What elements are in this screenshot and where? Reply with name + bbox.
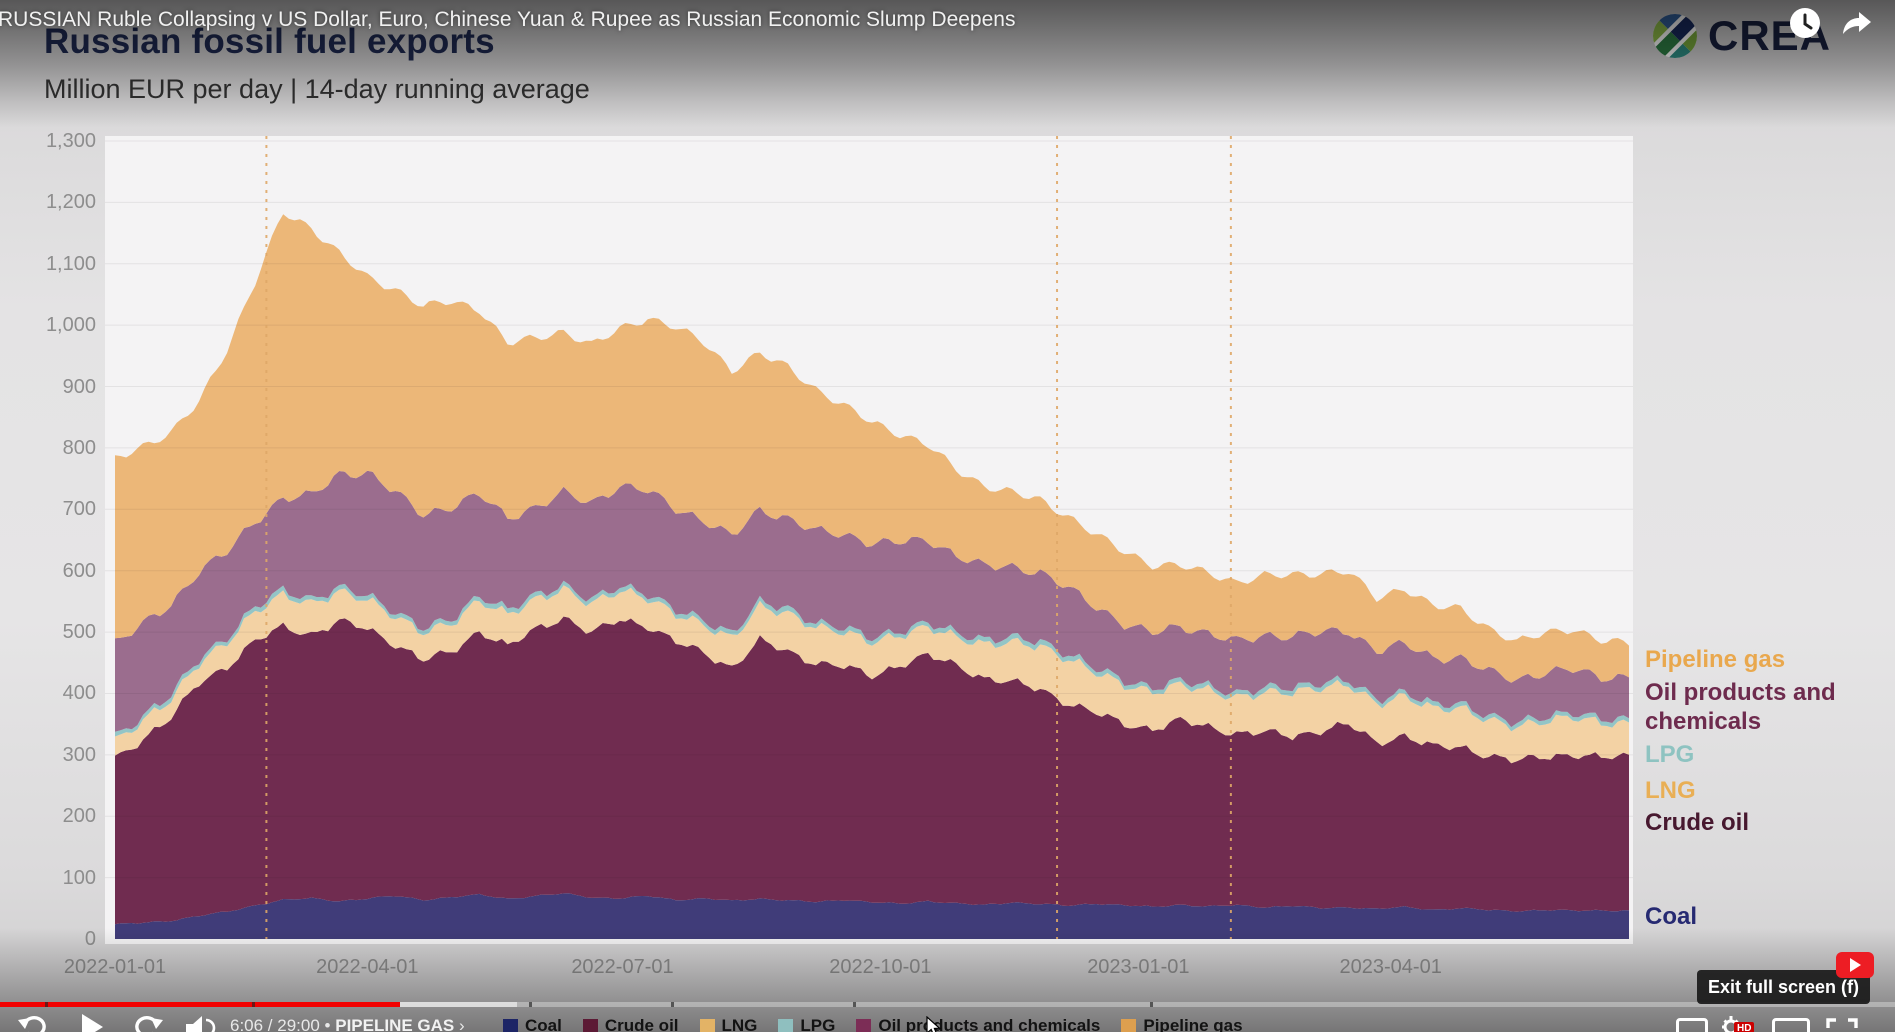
progress-played [0,1002,400,1007]
video-legend-item-oil-products-and-chemicals: Oil products and chemicals [856,1016,1100,1032]
clock-icon [1790,8,1820,38]
time-and-chapter: 6:06 / 29:00 • PIPELINE GAS › [230,1016,465,1032]
video-legend-item-coal: Coal [503,1016,562,1032]
legend-item-lpg: LPG [1645,741,1695,768]
legend-swatch [1121,1018,1137,1032]
legend-item-pipeline-gas: Pipeline gas [1645,646,1786,673]
play-button[interactable] [78,1012,106,1032]
video-legend-item-pipeline-gas: Pipeline gas [1121,1016,1243,1032]
y-tick-label: 1,100 [45,252,96,275]
y-tick-label: 1,300 [45,130,96,152]
chapter-gap [852,1002,856,1007]
chapter-label[interactable]: PIPELINE GAS [335,1016,455,1032]
y-tick-label: 900 [62,375,96,398]
y-tick-label: 300 [62,743,96,766]
legend-item-oil-products-and-chemicals: Oil products and chemicals [1645,679,1836,735]
y-tick-label: 400 [62,682,96,705]
chapter-gap [45,1002,49,1007]
chapter-chevron-icon[interactable]: › [459,1016,465,1032]
x-tick-label: 2022-10-01 [829,956,932,978]
youtube-logo-button[interactable] [1836,952,1874,978]
progress-bar[interactable] [0,1002,1895,1007]
chart-subtitle: Million EUR per day | 14-day running ave… [44,74,590,104]
y-tick-label: 800 [62,436,96,459]
chapter-gap [252,1002,256,1007]
settings-button[interactable]: HD [1720,1014,1764,1032]
previous-button[interactable] [16,1012,46,1032]
y-tick-label: 100 [62,866,96,889]
y-tick-label: 1,000 [45,314,96,337]
hd-quality-badge: HD [1734,1022,1755,1032]
legend-swatch [699,1018,715,1032]
x-tick-label: 2022-01-01 [63,956,167,978]
volume-icon [186,1016,216,1032]
x-tick-label: 2022-07-01 [571,956,674,978]
legend-swatch [582,1018,598,1032]
area-coal [115,893,1629,939]
video-chart-legend: Coal Crude oil LNG LPG Oil products and chem… [503,1016,1243,1032]
legend-item-coal: Coal [1645,903,1698,930]
video-legend-item-crude-oil: Crude oil [582,1016,679,1032]
share-button[interactable] [1840,10,1874,36]
time-display: 6:06 / 29:00 [230,1016,320,1032]
rewind-arrow-icon [18,1016,46,1032]
area-pipeline-gas [115,214,1629,683]
chapter-gap [1150,1002,1154,1007]
volume-button[interactable] [184,1014,216,1032]
share-icon [1843,12,1871,34]
x-tick-label: 2023-01-01 [1087,956,1190,978]
gridlines [105,140,1633,879]
crea-logo-icon [1652,13,1698,59]
area-lng [115,585,1629,764]
x-tick-label: 2023-04-01 [1339,956,1442,978]
miniplayer-button[interactable] [1676,1018,1708,1032]
youtube-play-icon [1849,958,1861,972]
next-button[interactable] [135,1012,165,1032]
chapter-gap [528,1002,532,1007]
area-crude-oil [115,616,1629,925]
video-title: RUSSIAN Ruble Collapsing v US Dollar, Eu… [0,8,1016,31]
area-oil-products-and-chemicals [115,470,1629,732]
y-tick-label: 1,200 [45,191,96,214]
watch-later-button[interactable] [1788,7,1822,41]
forward-arrow-icon [135,1016,163,1032]
video-legend-item-lpg: LPG [778,1016,835,1032]
fullscreen-button[interactable] [1826,1018,1858,1032]
y-tick-label: 0 [84,928,96,950]
exit-fullscreen-tooltip: Exit full screen (f) [1697,970,1871,1004]
y-tick-label: 200 [62,805,96,828]
legend-swatch [778,1018,794,1032]
fullscreen-icon [1826,1018,1858,1028]
legend-swatch [503,1018,518,1032]
separator-dot: • [324,1016,331,1032]
y-tick-label: 600 [62,559,96,582]
y-tick-label: 500 [62,621,96,644]
video-legend-item-lng: LNG [699,1016,757,1032]
legend-item-lng: LNG [1645,777,1696,804]
mouse-cursor [926,1016,942,1032]
legend-item-crude-oil: Crude oil [1645,809,1750,836]
y-tick-label: 700 [62,498,96,521]
theater-mode-button[interactable] [1772,1018,1810,1032]
chapter-gap [670,1002,674,1007]
x-tick-label: 2022-04-01 [316,956,419,978]
play-icon [82,1014,103,1032]
legend-swatch [856,1018,872,1032]
